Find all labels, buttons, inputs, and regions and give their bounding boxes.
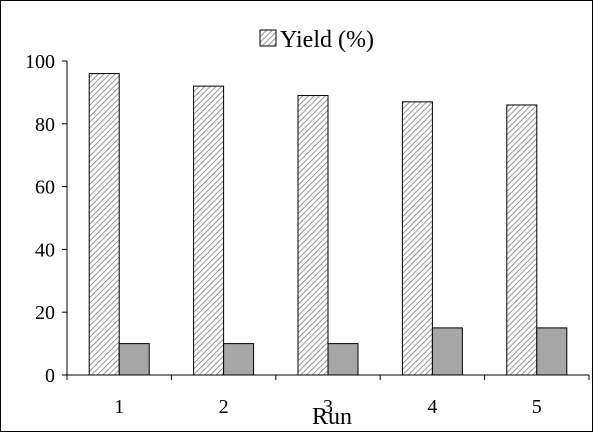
bar-secondary xyxy=(327,343,359,376)
bar-secondary xyxy=(536,327,568,376)
bar-yield xyxy=(401,101,433,376)
x-tick-label: 4 xyxy=(427,396,437,418)
bar-yield xyxy=(193,85,225,376)
bars xyxy=(88,73,568,376)
x-tick-label: 1 xyxy=(114,396,124,418)
y-ticks: 0 20 40 60 80 100 xyxy=(25,51,67,387)
y-tick-label: 60 xyxy=(35,177,55,199)
x-axis-title: Run xyxy=(312,404,352,430)
x-tick-label: 2 xyxy=(219,396,229,418)
bar-yield xyxy=(506,104,538,376)
bar-secondary xyxy=(223,343,255,376)
x-tick-label: 5 xyxy=(532,396,542,418)
legend-swatch xyxy=(259,29,277,47)
y-tick-label: 0 xyxy=(45,365,55,387)
x-ticks: 1 2 3 4 5 xyxy=(66,375,590,418)
bar-yield xyxy=(297,95,329,376)
x-tick-label: 3 xyxy=(323,396,333,418)
bar-secondary xyxy=(118,343,150,376)
bar-yield xyxy=(88,73,120,376)
legend-label: Yield (%) xyxy=(280,27,374,53)
y-tick-label: 80 xyxy=(35,114,55,136)
y-tick-label: 20 xyxy=(35,302,55,324)
bar-secondary xyxy=(431,327,463,376)
legend: Yield (%) xyxy=(259,27,374,53)
y-tick-label: 40 xyxy=(35,239,55,261)
y-tick-label: 100 xyxy=(25,51,55,73)
